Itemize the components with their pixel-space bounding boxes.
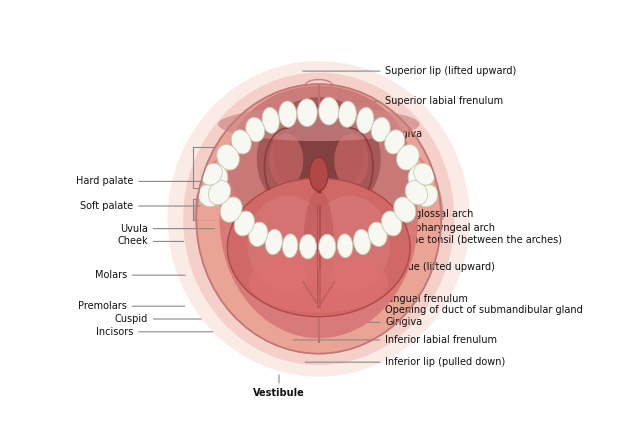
Ellipse shape	[297, 99, 317, 127]
Ellipse shape	[279, 101, 296, 127]
Ellipse shape	[408, 163, 431, 188]
Text: Cheek: Cheek	[117, 237, 148, 247]
Ellipse shape	[414, 163, 435, 185]
Text: Inferior lip (pulled down): Inferior lip (pulled down)	[385, 357, 506, 367]
Ellipse shape	[217, 145, 239, 170]
Text: Molars: Molars	[95, 270, 127, 280]
Text: Cuspid: Cuspid	[115, 314, 148, 324]
Ellipse shape	[168, 61, 470, 377]
Ellipse shape	[225, 218, 412, 246]
Text: Hard palate: Hard palate	[76, 177, 134, 187]
Ellipse shape	[334, 134, 369, 187]
Ellipse shape	[310, 196, 390, 291]
Text: Palatine tonsil (between the arches): Palatine tonsil (between the arches)	[385, 235, 562, 245]
Ellipse shape	[337, 234, 353, 258]
Ellipse shape	[257, 97, 381, 220]
Ellipse shape	[249, 222, 268, 247]
Ellipse shape	[338, 101, 356, 127]
Ellipse shape	[319, 234, 336, 259]
Ellipse shape	[394, 197, 416, 223]
Ellipse shape	[227, 178, 410, 317]
Text: Gingiva: Gingiva	[385, 318, 422, 327]
Ellipse shape	[265, 230, 283, 254]
Text: Lingual frenulum: Lingual frenulum	[385, 294, 468, 304]
Ellipse shape	[197, 84, 441, 353]
Text: Palatopharyngeal arch: Palatopharyngeal arch	[385, 223, 495, 233]
Ellipse shape	[249, 251, 389, 313]
Ellipse shape	[371, 117, 390, 142]
Ellipse shape	[198, 185, 219, 207]
Ellipse shape	[234, 211, 254, 236]
Text: Soft palate: Soft palate	[80, 201, 134, 211]
Text: Gingiva: Gingiva	[385, 128, 422, 138]
Ellipse shape	[220, 99, 418, 338]
Ellipse shape	[283, 234, 298, 258]
Ellipse shape	[319, 97, 339, 125]
Ellipse shape	[218, 107, 420, 141]
Ellipse shape	[300, 234, 317, 259]
Ellipse shape	[405, 180, 428, 205]
Ellipse shape	[231, 130, 251, 154]
Ellipse shape	[397, 145, 419, 170]
Ellipse shape	[247, 196, 328, 291]
Text: Tongue (lifted upward): Tongue (lifted upward)	[385, 262, 495, 272]
Ellipse shape	[354, 230, 371, 254]
Text: Opening of duct of submandibular gland: Opening of duct of submandibular gland	[385, 304, 583, 314]
Ellipse shape	[262, 107, 279, 133]
Text: Vestibule: Vestibule	[253, 388, 305, 398]
Ellipse shape	[274, 105, 364, 201]
Ellipse shape	[357, 107, 374, 133]
Text: Inferior labial frenulum: Inferior labial frenulum	[385, 335, 497, 345]
Ellipse shape	[183, 73, 455, 365]
Text: Uvula: Uvula	[121, 224, 148, 233]
Ellipse shape	[382, 211, 402, 236]
Text: Palatoglossal arch: Palatoglossal arch	[385, 209, 474, 219]
Ellipse shape	[246, 117, 264, 142]
Ellipse shape	[220, 197, 242, 223]
Ellipse shape	[303, 190, 334, 305]
Ellipse shape	[416, 185, 438, 207]
Text: Premolars: Premolars	[78, 301, 127, 311]
Ellipse shape	[269, 134, 303, 187]
Ellipse shape	[368, 222, 387, 247]
Ellipse shape	[208, 180, 230, 205]
Text: Superior lip (lifted upward): Superior lip (lifted upward)	[385, 66, 516, 76]
Ellipse shape	[385, 130, 404, 154]
Ellipse shape	[205, 163, 228, 188]
Text: Incisors: Incisors	[96, 327, 134, 337]
Text: Superior labial frenulum: Superior labial frenulum	[385, 96, 503, 106]
Ellipse shape	[310, 157, 328, 191]
Ellipse shape	[227, 86, 410, 240]
Ellipse shape	[202, 163, 222, 185]
